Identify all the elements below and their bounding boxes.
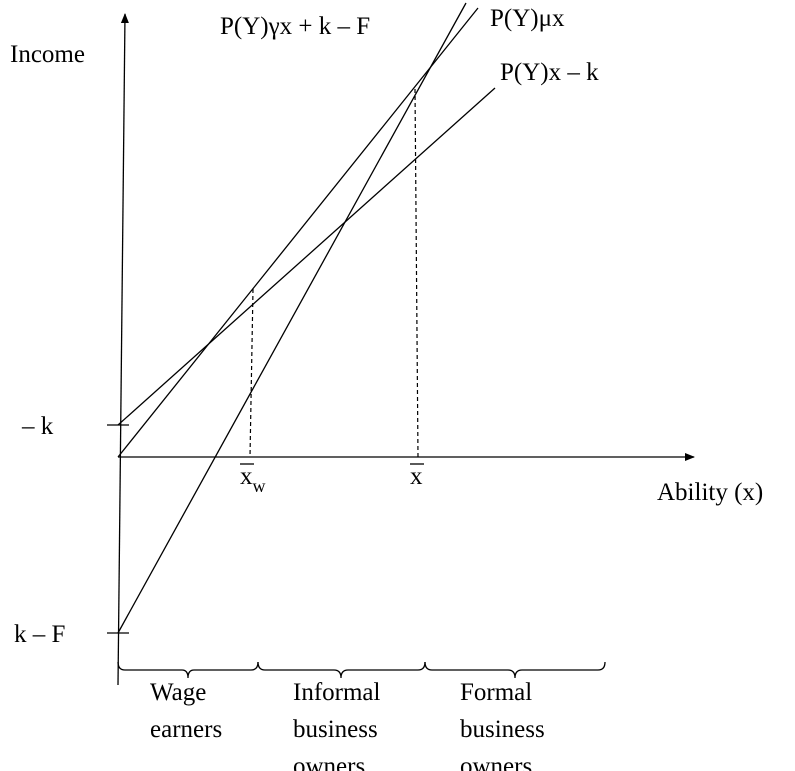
threshold-subscript: w <box>253 476 266 496</box>
region-label: Informal <box>293 679 381 706</box>
line-mu <box>117 7 479 458</box>
region-labels: Wage earners Informal business owners Formal b… <box>150 679 545 771</box>
line-label: P(Y)μx <box>490 5 565 32</box>
line-plain <box>117 87 496 426</box>
threshold-dash <box>249 288 254 458</box>
threshold-dash <box>414 88 419 458</box>
region-label: owners <box>460 753 532 771</box>
line-label: P(Y)x – k <box>500 59 599 86</box>
intercept-label: k – F <box>14 621 65 648</box>
y-axis <box>117 13 129 686</box>
region-label: Wage <box>150 679 206 706</box>
threshold-label: xw <box>240 463 266 496</box>
brace <box>424 661 606 679</box>
line-label: P(Y)γx + k – F <box>220 13 370 40</box>
brace <box>117 661 259 679</box>
intercept-label: – k <box>21 413 54 440</box>
threshold-label: x <box>410 463 423 490</box>
region-label: Formal <box>460 679 532 706</box>
line-gamma <box>117 2 467 634</box>
x-axis-label: Ability (x) <box>657 479 763 506</box>
region-label: owners <box>293 753 365 771</box>
region-label: business <box>460 716 545 743</box>
y-axis-label: Income <box>10 41 85 68</box>
brace <box>257 661 426 679</box>
region-label: business <box>293 716 378 743</box>
region-label: earners <box>150 716 222 743</box>
threshold-base: x <box>240 463 253 490</box>
